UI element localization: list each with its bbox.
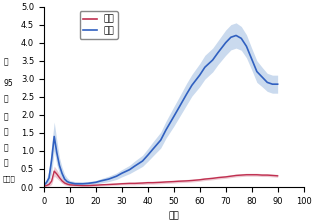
Legend: 女性, 男性: 女性, 男性 [80,11,118,39]
Text: 信: 信 [3,112,8,121]
X-axis label: 年齢: 年齢 [168,211,179,220]
Text: 間: 間 [3,158,8,167]
Text: 頼: 頼 [3,128,8,136]
Text: ％: ％ [3,57,8,66]
Text: ％: ％ [3,95,8,103]
Text: 95: 95 [3,79,13,88]
Text: （同）: （同） [3,175,16,182]
Text: 区: 区 [3,143,8,152]
